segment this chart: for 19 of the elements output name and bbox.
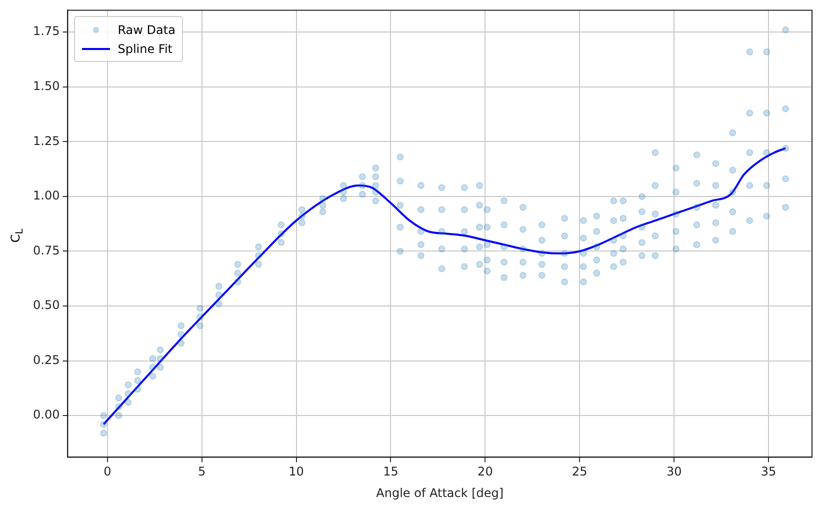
y-tick-label: 0.75 (33, 243, 60, 258)
x-tick-label: 35 (760, 464, 776, 479)
x-tick-label: 0 (104, 464, 112, 479)
y-tick-label: 1.50 (33, 79, 60, 94)
x-tick-label: 15 (383, 464, 398, 479)
y-tick-label: 0.00 (33, 408, 60, 422)
x-tick-label: 30 (666, 464, 682, 479)
x-tick-label: 10 (288, 464, 304, 479)
legend-label: Raw Data (118, 22, 176, 37)
x-axis-title: Angle of Attack [deg] (376, 486, 504, 500)
y-tick-label: 0.50 (33, 298, 60, 312)
legend-label: Spline Fit (118, 42, 172, 56)
x-tick-label: 5 (198, 464, 206, 479)
x-tick-label: 20 (478, 464, 493, 479)
y-tick-label: 1.75 (33, 24, 60, 38)
x-tick-label: 25 (572, 464, 588, 479)
y-tick-label: 0.25 (33, 352, 60, 367)
y-tick-label: 1.25 (33, 134, 60, 148)
y-tick-label: 1.00 (33, 188, 60, 203)
